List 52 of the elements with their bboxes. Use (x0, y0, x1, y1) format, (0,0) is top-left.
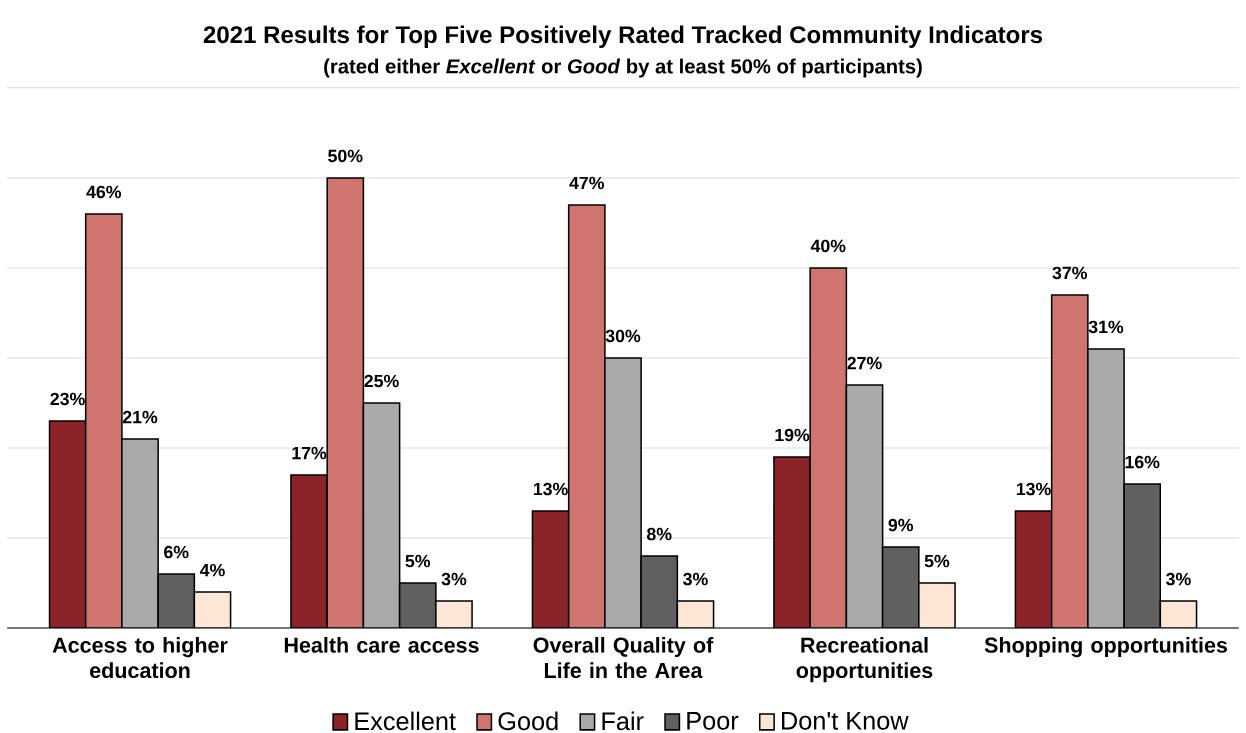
bar (918, 582, 956, 628)
bar (809, 267, 848, 628)
bar (773, 456, 811, 628)
data-label: 3% (441, 572, 467, 586)
data-label: 8% (646, 527, 672, 541)
bar (531, 510, 570, 628)
bar (1050, 294, 1089, 628)
bar (326, 177, 365, 628)
legend-label: Poor (687, 711, 739, 730)
data-label: 47% (569, 176, 605, 190)
data-label: 6% (164, 545, 189, 559)
bar (1014, 510, 1053, 628)
bar (84, 213, 123, 628)
bar (193, 591, 232, 628)
bar (48, 420, 87, 628)
bar (398, 582, 437, 628)
data-label: 40% (810, 239, 846, 253)
data-label: 5% (405, 554, 431, 568)
bar (640, 555, 679, 628)
legend-label: Don't Know (782, 711, 909, 730)
data-label: 16% (1125, 455, 1160, 469)
bar (881, 546, 920, 628)
data-label: 50% (328, 149, 363, 163)
data-label: 3% (1166, 572, 1191, 586)
data-label: 21% (122, 410, 158, 424)
chart-subtitle: (rated either Excellent or Good by at least 50% of participants) (324, 58, 922, 78)
legend-label: Excellent (355, 711, 456, 731)
data-label: 37% (1052, 266, 1088, 280)
x-tick-label: Shopping opportunities (984, 636, 1228, 658)
data-label: 13% (533, 482, 568, 496)
data-label: 30% (605, 329, 641, 343)
data-label: 46% (86, 185, 122, 199)
x-tick-label: Recreational opportunities (796, 636, 933, 683)
chart-title: 2021 Results for Top Five Positively Rated Tracked Community Indicators (203, 25, 1043, 48)
bar (290, 474, 328, 628)
data-label: 25% (364, 374, 399, 388)
data-label: 23% (50, 392, 85, 406)
data-label: 13% (1016, 482, 1051, 496)
data-label: 31% (1088, 320, 1124, 334)
x-tick-label: Health care access (284, 636, 479, 653)
bar (567, 204, 606, 628)
bar (157, 573, 196, 628)
data-label: 27% (847, 356, 882, 370)
legend-label: Fair (602, 711, 644, 731)
data-label: 5% (924, 554, 950, 568)
data-label: 9% (888, 518, 914, 532)
x-tick-label: Overall Quality of Life in the Area (533, 636, 714, 678)
bar (1123, 483, 1162, 628)
legend-label: Good (498, 711, 558, 731)
x-tick-label: Access to higher education (52, 636, 228, 678)
data-label: 4% (199, 563, 225, 577)
data-label: 3% (683, 572, 708, 586)
